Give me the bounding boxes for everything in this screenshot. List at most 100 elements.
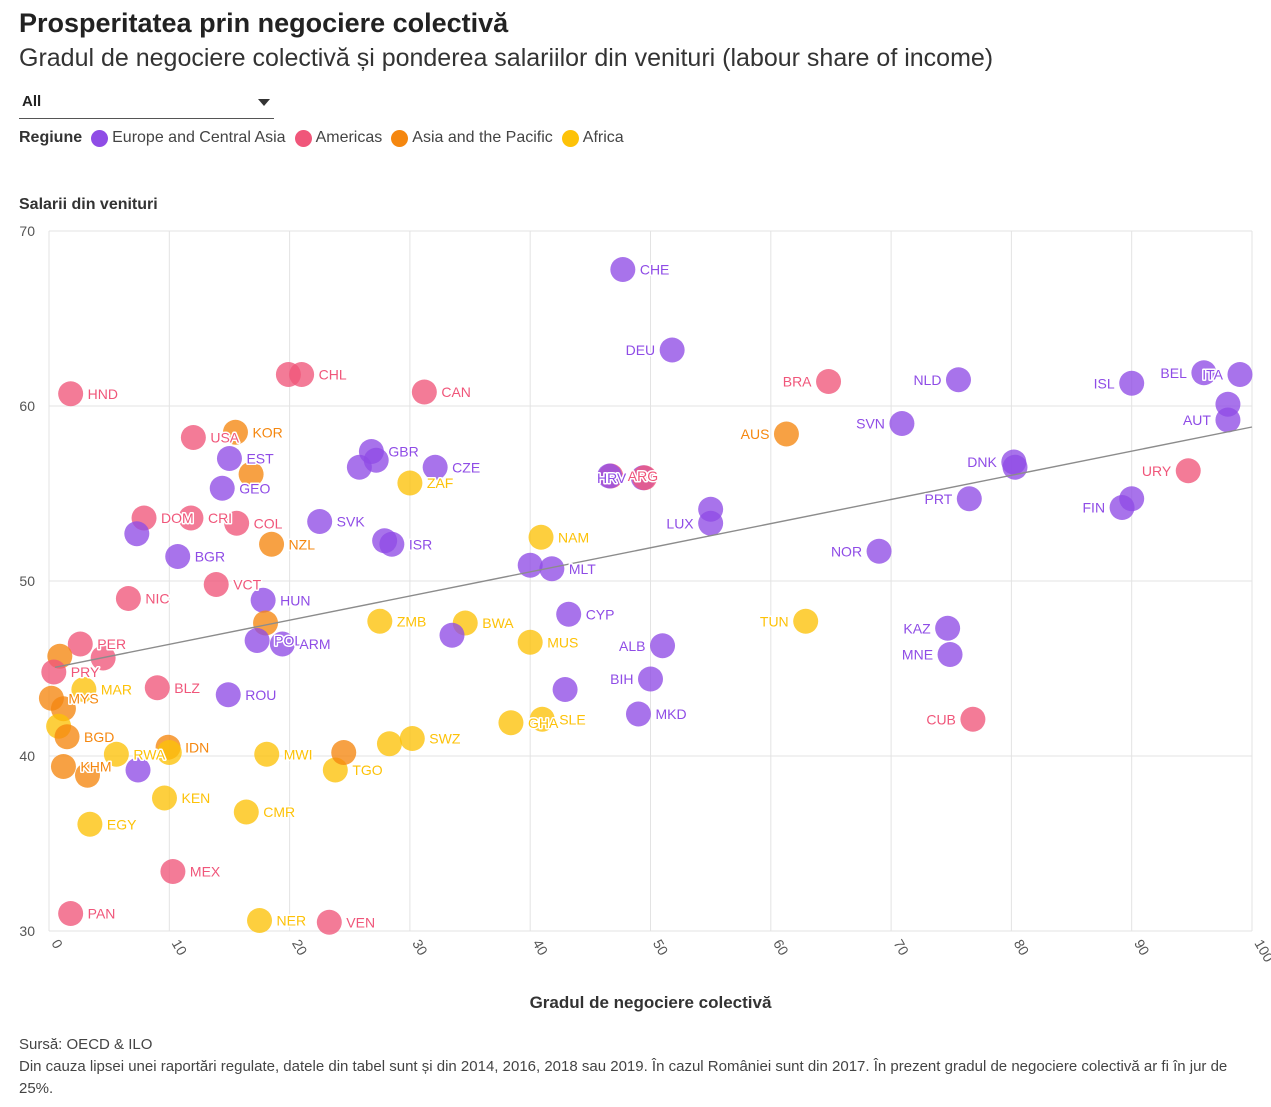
data-point bbox=[956, 486, 982, 512]
data-point bbox=[250, 587, 276, 613]
x-tick-label: 90 bbox=[1131, 937, 1153, 959]
point-label: EST bbox=[246, 451, 274, 467]
point-label: ZAF bbox=[427, 475, 453, 491]
point-label: HRV bbox=[597, 470, 627, 486]
legend-item-asia-pacific[interactable]: Asia and the Pacific bbox=[391, 129, 553, 147]
data-point bbox=[528, 524, 554, 550]
legend-swatch bbox=[294, 129, 312, 147]
data-point bbox=[960, 706, 986, 732]
point-label: BRA bbox=[783, 374, 812, 390]
point-label: ROU bbox=[245, 687, 276, 703]
point-label: DEU bbox=[626, 342, 656, 358]
point-label: IDN bbox=[185, 739, 209, 755]
point-label: GBR bbox=[388, 444, 418, 460]
point-label: MEX bbox=[190, 864, 221, 880]
point-label: KOR bbox=[252, 424, 282, 440]
chart-title: Prosperitatea prin negociere colectivă bbox=[19, 8, 509, 38]
point-label: HND bbox=[88, 386, 118, 402]
y-tick-label: 60 bbox=[19, 398, 35, 414]
data-point bbox=[1119, 370, 1145, 396]
data-point bbox=[316, 909, 342, 935]
data-point bbox=[222, 419, 248, 445]
y-tick-label: 30 bbox=[19, 923, 35, 939]
data-point bbox=[247, 908, 273, 933]
legend-item-africa[interactable]: Africa bbox=[561, 129, 624, 147]
data-point bbox=[498, 710, 524, 736]
point-label: BWA bbox=[482, 615, 514, 631]
data-point bbox=[54, 724, 80, 750]
point-label: COL bbox=[254, 515, 283, 531]
point-label: TUN bbox=[760, 613, 789, 629]
data-point bbox=[71, 677, 97, 702]
data-point bbox=[935, 615, 961, 641]
data-point bbox=[160, 859, 186, 884]
data-point bbox=[1175, 458, 1201, 484]
x-tick-label: 100 bbox=[1251, 937, 1271, 965]
legend-item-americas[interactable]: Americas bbox=[294, 129, 383, 147]
y-tick-label: 50 bbox=[19, 573, 35, 589]
x-tick-label: 30 bbox=[409, 937, 431, 959]
point-label: PRY bbox=[71, 664, 100, 680]
point-label: CHE bbox=[640, 262, 670, 278]
data-point bbox=[224, 510, 250, 536]
x-axis-title: Gradul de negociere colectivă bbox=[530, 993, 772, 1012]
region-filter-dropdown[interactable]: All bbox=[19, 90, 274, 119]
point-label: GHA bbox=[528, 715, 559, 731]
legend-label: Americas bbox=[315, 129, 383, 146]
point-label: BIH bbox=[610, 671, 633, 687]
trend-line bbox=[54, 426, 1253, 668]
point-label: BEL bbox=[1160, 365, 1187, 381]
x-tick-label: 80 bbox=[1011, 937, 1033, 959]
point-label: SVK bbox=[337, 514, 366, 530]
point-label: DOM bbox=[161, 510, 194, 526]
legend-swatch bbox=[391, 129, 409, 147]
data-point bbox=[411, 379, 437, 405]
point-label: ZMB bbox=[397, 613, 427, 629]
point-label: PAN bbox=[88, 906, 116, 922]
data-point bbox=[889, 411, 915, 436]
data-point bbox=[422, 454, 448, 480]
data-point bbox=[529, 706, 555, 732]
x-tick-label: 40 bbox=[530, 937, 552, 959]
point-label: BGD bbox=[84, 729, 114, 745]
x-tick-label: 0 bbox=[48, 937, 66, 952]
legend-label: Africa bbox=[582, 129, 624, 146]
data-point bbox=[1191, 360, 1217, 386]
point-label: BGR bbox=[195, 549, 225, 565]
point-label: KHM bbox=[80, 759, 111, 775]
point-label: MNE bbox=[902, 647, 933, 663]
data-point bbox=[517, 629, 543, 655]
legend-item-europe[interactable]: Europe and Central Asia bbox=[91, 129, 286, 147]
y-tick-label: 40 bbox=[19, 748, 35, 764]
point-label: ARM bbox=[299, 636, 330, 652]
data-point bbox=[103, 741, 129, 767]
x-tick-label: 50 bbox=[650, 937, 672, 959]
point-label: CMR bbox=[263, 804, 295, 820]
footer: Sursă: OECD & ILO Din cauza lipsei unei … bbox=[19, 1034, 1264, 1100]
point-label: SVN bbox=[856, 416, 885, 432]
legend-swatch bbox=[91, 129, 109, 147]
point-label: POL bbox=[274, 633, 302, 649]
data-point bbox=[215, 682, 241, 708]
data-point bbox=[659, 337, 685, 363]
point-label: NZL bbox=[289, 536, 316, 552]
data-point bbox=[517, 552, 543, 578]
data-point bbox=[244, 628, 270, 653]
point-label: PER bbox=[97, 636, 126, 652]
data-point bbox=[275, 362, 301, 387]
legend-label: Asia and the Pacific bbox=[412, 129, 553, 146]
point-label: AUT bbox=[1183, 412, 1211, 428]
point-label: BLZ bbox=[174, 680, 200, 696]
data-point bbox=[397, 470, 423, 496]
point-label: MLT bbox=[569, 561, 596, 577]
data-point bbox=[216, 446, 242, 471]
data-point bbox=[156, 740, 182, 765]
data-point bbox=[1215, 407, 1241, 433]
point-label: FIN bbox=[1083, 500, 1106, 516]
point-label: URY bbox=[1142, 463, 1172, 479]
point-label: ISL bbox=[1094, 375, 1115, 391]
data-point bbox=[631, 465, 657, 491]
data-point bbox=[165, 544, 191, 569]
point-label: CYP bbox=[586, 606, 615, 622]
data-point bbox=[816, 369, 842, 394]
